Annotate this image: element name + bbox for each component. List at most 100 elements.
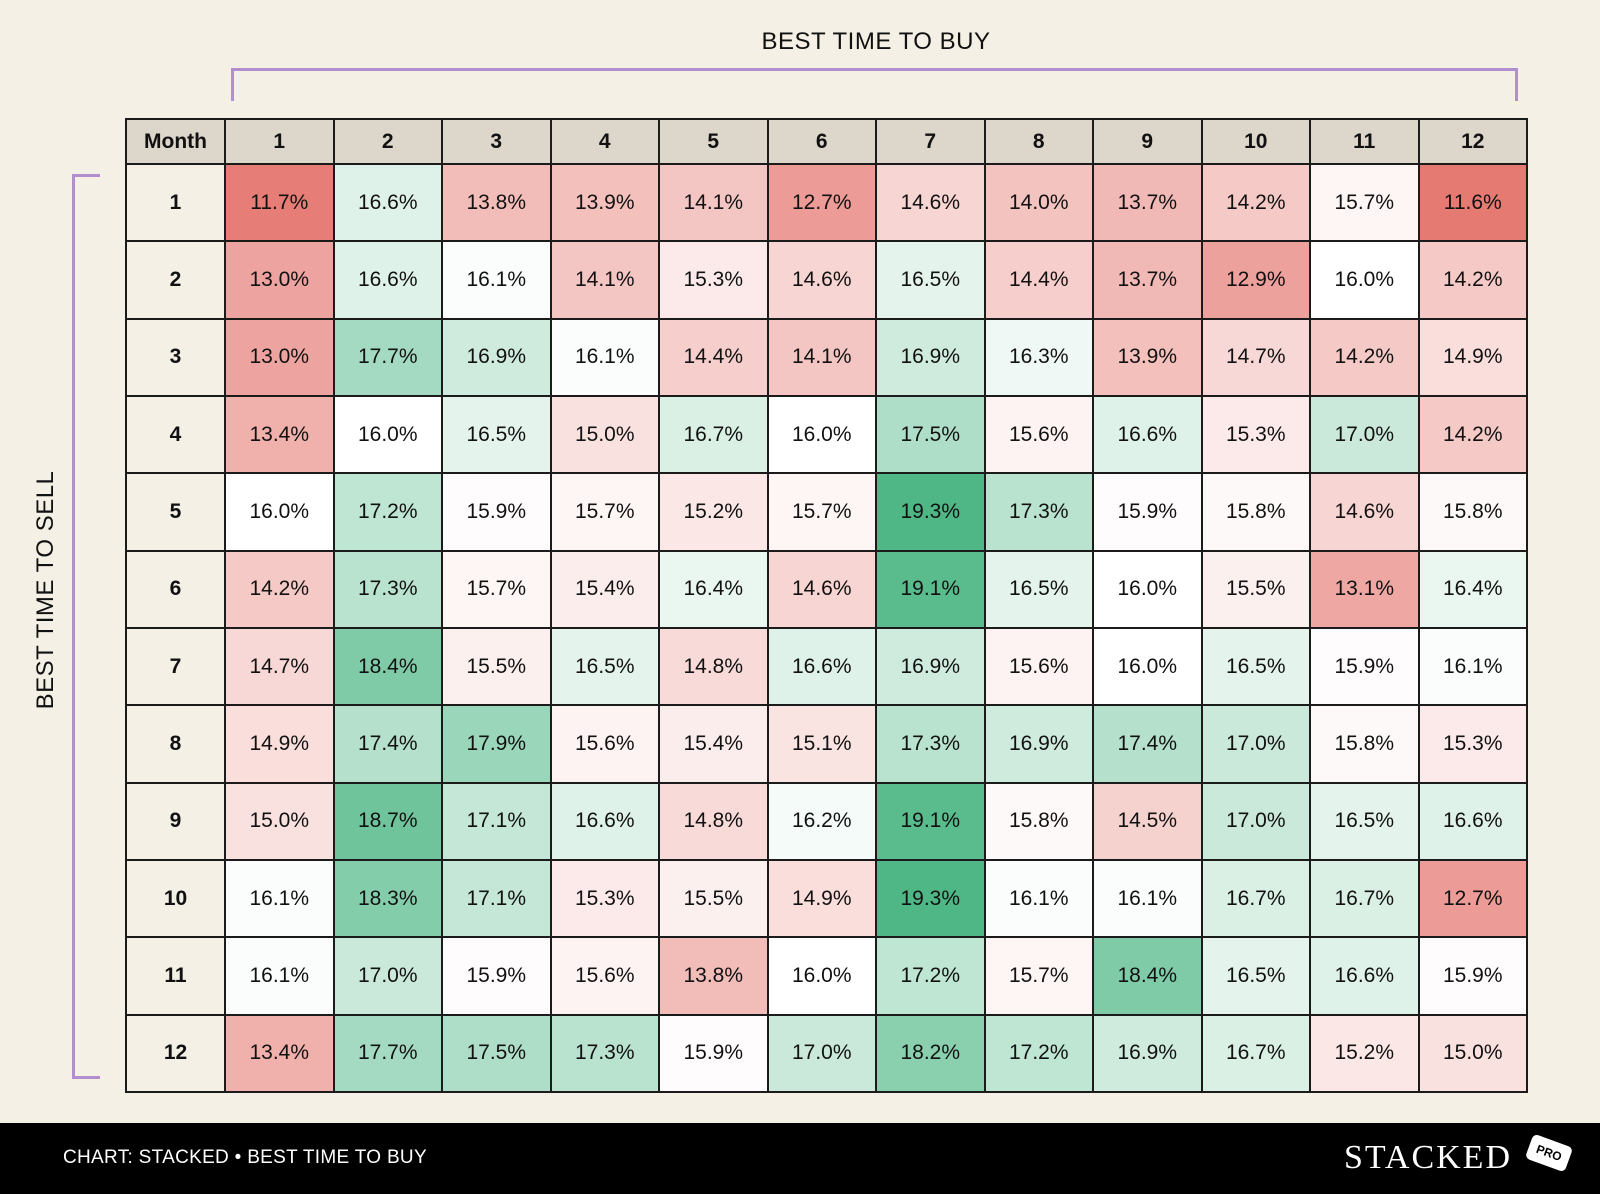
heatmap-cell: 14.6% — [875, 162, 986, 243]
row-header: 7 — [125, 626, 226, 707]
heatmap-cell: 14.6% — [766, 240, 877, 320]
heatmap-cell: 15.6% — [983, 394, 1094, 475]
heatmap-cell: 14.9% — [224, 704, 335, 784]
row-header: 5 — [125, 472, 226, 552]
heatmap-cell: 17.3% — [332, 549, 443, 629]
heatmap-cell: 17.0% — [766, 1013, 877, 1094]
heatmap-cell: 16.2% — [766, 781, 877, 861]
heatmap-cell: 14.2% — [1200, 162, 1311, 243]
heatmap-row: 7 14.7% 18.4% 15.5% 16.5% 14.8% 16.6% 16.9% 15.6… — [125, 626, 1528, 707]
heatmap-cell: 14.2% — [224, 549, 335, 629]
heatmap-cell: 15.3% — [658, 240, 769, 320]
heatmap-cell: 17.3% — [983, 472, 1094, 552]
row-header: 4 — [125, 394, 226, 475]
corner-label: Month — [125, 118, 226, 165]
chart-credit: CHART: STACKED • BEST TIME TO BUY — [63, 1147, 427, 1168]
heatmap-cell: 13.8% — [658, 936, 769, 1016]
heatmap-cell: 15.9% — [1309, 626, 1420, 707]
heatmap-cell: 13.4% — [224, 1013, 335, 1094]
heatmap-body: 1 11.7% 16.6% 13.8% 13.9% 14.1% 12.7% 14.6% 14.0… — [125, 162, 1528, 1094]
heatmap-cell: 16.9% — [875, 626, 986, 707]
heatmap-cell: 17.2% — [332, 472, 443, 552]
column-header: 10 — [1200, 118, 1311, 165]
heatmap-cell: 16.7% — [1200, 858, 1311, 939]
heatmap-cell: 15.8% — [1309, 704, 1420, 784]
heatmap-cell: 12.9% — [1200, 240, 1311, 320]
heatmap-cell: 15.7% — [983, 936, 1094, 1016]
heatmap-cell: 14.7% — [224, 626, 335, 707]
heatmap-cell: 15.0% — [1417, 1013, 1528, 1094]
heatmap-cell: 14.5% — [1092, 781, 1203, 861]
heatmap-cell: 16.1% — [1092, 858, 1203, 939]
column-header: 9 — [1092, 118, 1203, 165]
heatmap-cell: 14.4% — [983, 240, 1094, 320]
y-axis-title: BEST TIME TO SELL — [32, 470, 59, 710]
column-header: 2 — [332, 118, 443, 165]
heatmap-cell: 16.1% — [983, 858, 1094, 939]
heatmap-row: 6 14.2% 17.3% 15.7% 15.4% 16.4% 14.6% 19.1% 16.5… — [125, 549, 1528, 629]
heatmap-cell: 17.0% — [1200, 704, 1311, 784]
heatmap-cell: 14.6% — [1309, 472, 1420, 552]
x-axis-title: BEST TIME TO BUY — [761, 28, 991, 55]
heatmap-row: 4 13.4% 16.0% 16.5% 15.0% 16.7% 16.0% 17.5% 15.6… — [125, 394, 1528, 475]
heatmap-cell: 16.1% — [1417, 626, 1528, 707]
heatmap-cell: 14.2% — [1309, 317, 1420, 397]
heatmap-cell: 19.1% — [875, 549, 986, 629]
row-header: 1 — [125, 162, 226, 243]
pro-badge: PRO — [1524, 1133, 1574, 1173]
heatmap-cell: 17.9% — [441, 704, 552, 784]
heatmap-cell: 17.1% — [441, 858, 552, 939]
heatmap-cell: 16.5% — [1200, 626, 1311, 707]
heatmap-cell: 16.0% — [332, 394, 443, 475]
heatmap-cell: 17.3% — [549, 1013, 660, 1094]
heatmap-cell: 14.8% — [658, 626, 769, 707]
heatmap-cell: 16.6% — [766, 626, 877, 707]
heatmap-cell: 17.5% — [875, 394, 986, 475]
row-header: 10 — [125, 858, 226, 939]
heatmap-cell: 13.8% — [441, 162, 552, 243]
heatmap-cell: 18.2% — [875, 1013, 986, 1094]
heatmap-cell: 15.3% — [1200, 394, 1311, 475]
heatmap-cell: 15.2% — [1309, 1013, 1420, 1094]
heatmap-cell: 17.0% — [332, 936, 443, 1016]
heatmap-cell: 15.9% — [1417, 936, 1528, 1016]
heatmap-cell: 14.2% — [1417, 394, 1528, 475]
heatmap-cell: 12.7% — [766, 162, 877, 243]
heatmap-cell: 15.8% — [1200, 472, 1311, 552]
heatmap-cell: 15.9% — [441, 936, 552, 1016]
heatmap-cell: 17.1% — [441, 781, 552, 861]
row-header: 8 — [125, 704, 226, 784]
column-header: 7 — [875, 118, 986, 165]
heatmap-cell: 17.4% — [332, 704, 443, 784]
heatmap-cell: 19.3% — [875, 858, 986, 939]
heatmap-cell: 13.4% — [224, 394, 335, 475]
heatmap-cell: 14.1% — [766, 317, 877, 397]
heatmap-row: 12 13.4% 17.7% 17.5% 17.3% 15.9% 17.0% 18.2% 17.… — [125, 1013, 1528, 1094]
heatmap-cell: 16.9% — [875, 317, 986, 397]
heatmap-cell: 16.7% — [1200, 1013, 1311, 1094]
heatmap-cell: 14.1% — [658, 162, 769, 243]
heatmap-cell: 16.5% — [1309, 781, 1420, 861]
heatmap-cell: 16.6% — [332, 162, 443, 243]
heatmap-cell: 15.7% — [1309, 162, 1420, 243]
heatmap-cell: 13.1% — [1309, 549, 1420, 629]
row-header: 6 — [125, 549, 226, 629]
heatmap-cell: 16.5% — [549, 626, 660, 707]
heatmap-cell: 18.4% — [332, 626, 443, 707]
heatmap-cell: 15.5% — [441, 626, 552, 707]
heatmap-cell: 15.3% — [549, 858, 660, 939]
heatmap-cell: 15.4% — [658, 704, 769, 784]
heatmap-table: Month 1 2 3 4 5 6 7 8 9 10 11 12 1 11.7% 16.6% 13.8% 13… — [125, 118, 1528, 1094]
heatmap-cell: 13.7% — [1092, 240, 1203, 320]
heatmap-cell: 13.0% — [224, 317, 335, 397]
heatmap-row: 9 15.0% 18.7% 17.1% 16.6% 14.8% 16.2% 19.1% 15.8… — [125, 781, 1528, 861]
heatmap-cell: 16.7% — [658, 394, 769, 475]
heatmap-cell: 14.1% — [549, 240, 660, 320]
heatmap-cell: 16.7% — [1309, 858, 1420, 939]
footer-bar: CHART: STACKED • BEST TIME TO BUY STACKE… — [0, 1123, 1600, 1194]
column-header: 3 — [441, 118, 552, 165]
heatmap-cell: 18.7% — [332, 781, 443, 861]
heatmap-cell: 16.4% — [1417, 549, 1528, 629]
heatmap-cell: 16.1% — [224, 858, 335, 939]
heatmap-cell: 13.9% — [549, 162, 660, 243]
